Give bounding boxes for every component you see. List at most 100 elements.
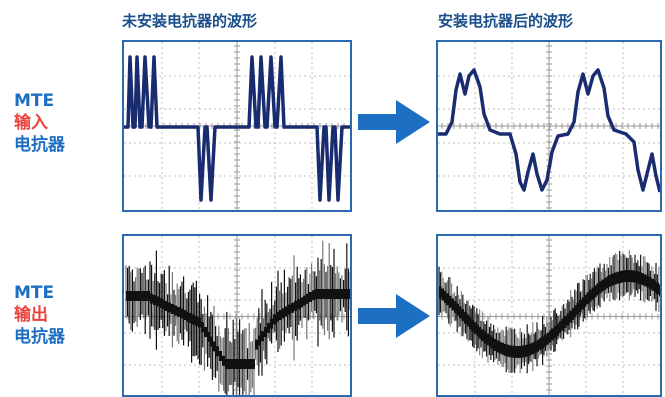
signal-band (601, 279, 604, 292)
signal-band (631, 270, 634, 283)
signal-band (144, 291, 147, 301)
output-reactor-type: 输出 (14, 305, 48, 325)
signal-band (141, 291, 144, 301)
signal-band (339, 289, 342, 299)
signal-band (614, 272, 617, 285)
signal-band (496, 340, 499, 353)
filtered-output-waveform (438, 250, 660, 374)
right-arrow-icon (358, 294, 430, 338)
signal-band (654, 280, 657, 293)
signal-band (499, 341, 502, 354)
signal-band (207, 331, 210, 342)
signal-band (546, 332, 549, 345)
signal-band (132, 291, 135, 301)
signal-band (589, 289, 592, 302)
signal-band (526, 344, 529, 357)
signal-band (596, 283, 599, 296)
signal-band (171, 304, 174, 314)
signal-band (138, 291, 141, 301)
signal-band (569, 310, 572, 323)
oscilloscope-grid (438, 42, 660, 210)
noisy-output-waveform (125, 240, 350, 395)
signal-band (529, 343, 532, 356)
signal-band (456, 303, 459, 316)
right-arrow-icon (358, 100, 430, 144)
signal-band (294, 301, 297, 311)
signal-band (621, 270, 624, 283)
signal-band (183, 310, 186, 320)
signal-band (581, 297, 584, 310)
signal-band (464, 311, 467, 324)
input-reactor-brand: MTE (14, 91, 55, 111)
input-reactor-type: 输入 (14, 113, 48, 133)
signal-band (273, 314, 276, 325)
signal-band (216, 346, 219, 357)
signal-band (345, 289, 348, 299)
signal-band (451, 298, 454, 311)
signal-band (165, 301, 168, 311)
signal-band (504, 343, 507, 356)
before-waveform-title: 未安装电抗器的波形 (122, 12, 258, 30)
signal-band (576, 302, 579, 315)
signal-band (162, 299, 165, 310)
signal-band (474, 322, 477, 335)
signal-band (604, 277, 607, 290)
signal-band (270, 318, 273, 329)
signal-band (204, 327, 207, 337)
output-reactor-name: 电抗器 (14, 327, 65, 347)
signal-band (599, 281, 602, 294)
signal-band (584, 294, 587, 307)
signal-band (486, 333, 489, 346)
signal-band (189, 313, 192, 323)
input-reactor-name: 电抗器 (14, 135, 65, 155)
signal-band (571, 308, 574, 320)
signal-band (231, 359, 234, 369)
signal-band (656, 282, 659, 295)
smoothed-waveform (438, 68, 660, 193)
output-reactor-label: MTE 输出 电抗器 (14, 282, 65, 348)
signal-band (444, 290, 447, 303)
signal-band (641, 273, 644, 286)
signal-band (481, 329, 484, 342)
signal-band (258, 335, 261, 346)
signal-band (624, 270, 627, 283)
signal-band (348, 289, 350, 299)
signal-band (471, 319, 474, 332)
signal-band (646, 275, 649, 288)
signal-band (554, 326, 557, 339)
signal-band (629, 270, 632, 283)
signal-band (300, 297, 303, 308)
signal-band (306, 293, 309, 304)
signal-band (192, 314, 195, 325)
signal-band (237, 359, 240, 369)
input-before-waveform-panel (122, 40, 352, 212)
signal-band (288, 304, 291, 315)
signal-band (501, 342, 504, 355)
signal-band (506, 344, 509, 357)
signal-band (594, 285, 597, 298)
output-after-waveform-panel (436, 234, 662, 397)
signal-band (466, 314, 469, 327)
signal-band (639, 272, 642, 285)
signal-band (616, 271, 619, 284)
output-before-waveform (124, 236, 350, 395)
signal-band (611, 273, 614, 286)
signal-band (327, 289, 330, 299)
signal-band (579, 300, 582, 312)
signal-band (439, 286, 442, 299)
signal-band (255, 339, 258, 350)
signal-band (644, 274, 647, 287)
signal-band (228, 359, 231, 369)
after-waveform-title: 安装电抗器后的波形 (438, 12, 574, 30)
signal-band (619, 271, 622, 283)
signal-band (459, 306, 462, 319)
signal-band (264, 327, 267, 337)
signal-band (564, 316, 567, 328)
signal-band (586, 292, 589, 305)
signal-band (234, 359, 237, 369)
signal-band (342, 289, 345, 299)
signal-band (267, 322, 270, 333)
signal-band (336, 289, 339, 299)
signal-band (556, 323, 559, 336)
signal-band (177, 307, 180, 317)
